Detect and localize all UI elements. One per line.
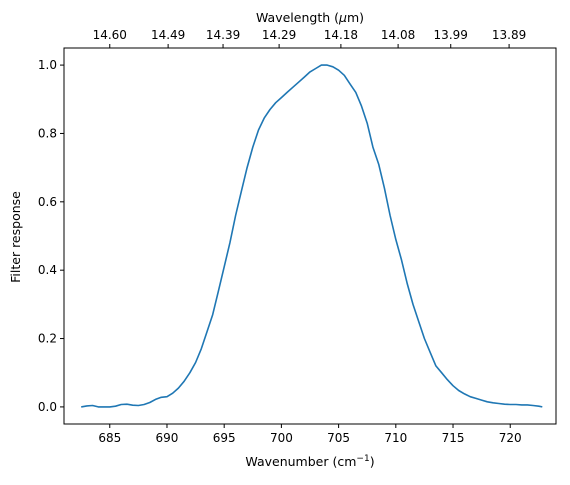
y-tick-label: 0.4: [38, 263, 57, 277]
x-tick-label: 685: [98, 431, 121, 445]
top-tick-label: 14.18: [324, 28, 358, 42]
top-tick-label: 14.29: [262, 28, 296, 42]
y-tick-label: 0.6: [38, 195, 57, 209]
plot-frame: [63, 47, 557, 425]
x-tick-label: 695: [213, 431, 236, 445]
top-tick-label: 14.49: [151, 28, 185, 42]
top-tick-label: 13.99: [434, 28, 468, 42]
y-tick-label: 0.0: [38, 400, 57, 414]
x-tick-label: 720: [499, 431, 522, 445]
x-tick-label: 710: [384, 431, 407, 445]
top-tick-label: 14.08: [381, 28, 415, 42]
y-tick-label: 0.2: [38, 332, 57, 346]
x-tick-label: 690: [156, 431, 179, 445]
x-tick-label: 705: [327, 431, 350, 445]
x-axis-title: Wavenumber (cm−1): [245, 454, 374, 469]
top-tick-label: 13.89: [492, 28, 526, 42]
top-tick-label: 14.60: [93, 28, 127, 42]
top-x-axis-title: Wavelength (μm): [256, 10, 364, 25]
bottom-x-axis: 685 690 695 700 705 710 715 720: [98, 424, 522, 445]
left-y-axis: 0.0 0.2 0.4 0.6 0.8 1.0: [38, 58, 64, 414]
top-tick-label: 14.39: [206, 28, 240, 42]
top-x-axis: 14.60 14.49 14.39 14.29 14.18 14.08 13.99 13.89: [93, 28, 526, 48]
x-tick-label: 715: [442, 431, 465, 445]
filter-response-line: [81, 64, 543, 408]
y-tick-label: 0.8: [38, 126, 57, 140]
y-tick-label: 1.0: [38, 58, 57, 72]
x-tick-label: 700: [270, 431, 293, 445]
y-axis-title: Filter response: [8, 191, 23, 283]
